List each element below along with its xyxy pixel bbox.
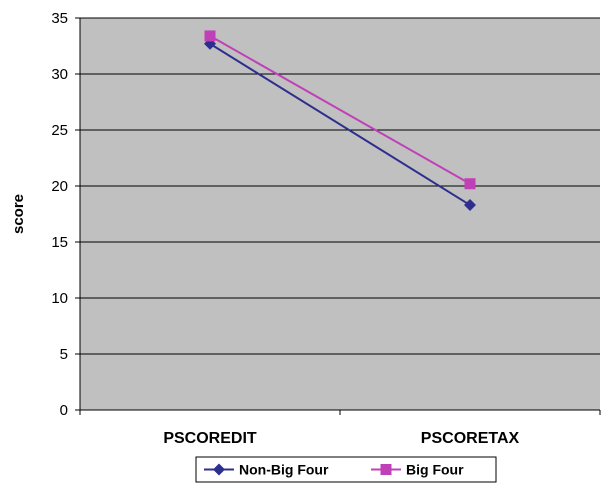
data-point [204,30,216,42]
x-category-label: PSCOREDIT [163,430,257,447]
y-tick-label: 20 [51,178,68,195]
y-tick-label: 10 [51,290,68,307]
y-tick-label: 0 [60,402,68,419]
series-big-four [204,30,476,190]
y-tick-label: 15 [51,234,68,251]
legend-label: Big Four [406,462,464,478]
data-point [464,199,476,212]
x-category-label: PSCORETAX [421,430,520,447]
x-axis-ticks: PSCOREDIT PSCORETAX [79,410,601,447]
series-layer [204,30,476,212]
plot-area [80,18,600,410]
legend: Non-Big Four Big Four [195,456,497,483]
legend-entry: Non-Big Four [204,462,329,478]
legend-entry: Big Four [371,462,464,478]
y-tick-label: 35 [51,10,68,27]
y-tick-label: 30 [51,66,68,83]
series-line [209,42,471,206]
legend-label: Non-Big Four [239,462,329,478]
y-tick-label: 25 [51,122,68,139]
legend-marker [380,464,392,475]
y-axis-title: score [10,194,27,234]
gridlines [80,17,600,355]
y-tick-label: 5 [60,346,68,363]
y-axis-ticks: 0 5 10 15 20 25 30 35 [51,10,80,419]
series-line [209,35,471,185]
data-point [464,178,476,190]
legend-box [195,456,497,483]
legend-marker [213,463,225,476]
